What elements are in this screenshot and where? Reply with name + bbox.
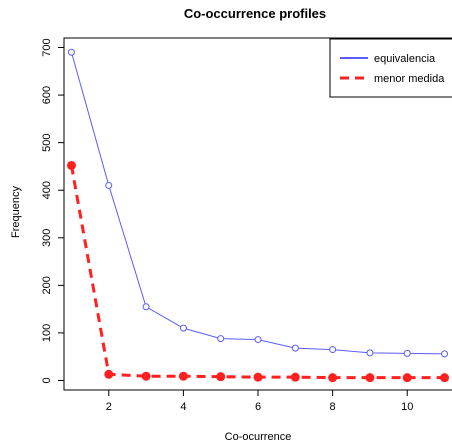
data-point bbox=[329, 346, 337, 354]
legend-box bbox=[329, 38, 452, 98]
series-line bbox=[69, 165, 445, 380]
y-tick-label: 600 bbox=[41, 86, 53, 104]
data-point bbox=[216, 372, 226, 382]
data-point bbox=[254, 336, 262, 344]
data-point bbox=[66, 160, 76, 170]
x-tick-label: 2 bbox=[106, 401, 112, 413]
data-point bbox=[291, 344, 299, 352]
data-point bbox=[328, 373, 338, 383]
data-point bbox=[217, 335, 225, 343]
data-point bbox=[104, 369, 114, 379]
data-point bbox=[366, 349, 374, 357]
data-point bbox=[290, 372, 300, 382]
data-point bbox=[67, 48, 75, 56]
data-point bbox=[105, 181, 113, 189]
x-axis: 2 4 6 8 10 bbox=[106, 390, 413, 413]
y-axis: 0 100 200 300 400 500 600 700 bbox=[41, 38, 64, 384]
y-tick-label: 100 bbox=[41, 324, 53, 342]
x-tick-label: 4 bbox=[180, 401, 186, 413]
y-tick-label: 700 bbox=[41, 38, 53, 56]
data-point bbox=[441, 350, 449, 358]
x-tick-label: 8 bbox=[330, 401, 336, 413]
y-tick-label: 200 bbox=[41, 276, 53, 294]
y-axis-label: Frequency bbox=[10, 186, 22, 238]
legend: equivalencia menor medida bbox=[329, 38, 452, 98]
y-tick-label: 400 bbox=[41, 181, 53, 199]
data-point bbox=[403, 349, 411, 357]
data-point bbox=[402, 373, 412, 383]
legend-label: menor medida bbox=[374, 73, 445, 85]
data-point bbox=[141, 371, 151, 381]
data-point bbox=[178, 371, 188, 381]
x-tick-label: 10 bbox=[401, 401, 413, 413]
series-layer bbox=[66, 48, 450, 383]
y-tick-label: 300 bbox=[41, 229, 53, 247]
data-point bbox=[440, 373, 450, 383]
legend-label: equivalencia bbox=[374, 53, 436, 65]
series-2 bbox=[66, 160, 450, 383]
chart-title: Co-occurrence profiles bbox=[184, 6, 326, 21]
x-tick-label: 6 bbox=[255, 401, 261, 413]
data-point bbox=[142, 303, 150, 311]
series-1 bbox=[67, 48, 449, 358]
x-axis-label: Co-ocurrence bbox=[225, 431, 292, 443]
series-line bbox=[70, 52, 445, 355]
y-tick-label: 500 bbox=[41, 133, 53, 151]
data-point bbox=[253, 372, 263, 382]
data-point bbox=[365, 373, 375, 383]
data-point bbox=[179, 324, 187, 332]
y-tick-label: 0 bbox=[41, 377, 53, 383]
